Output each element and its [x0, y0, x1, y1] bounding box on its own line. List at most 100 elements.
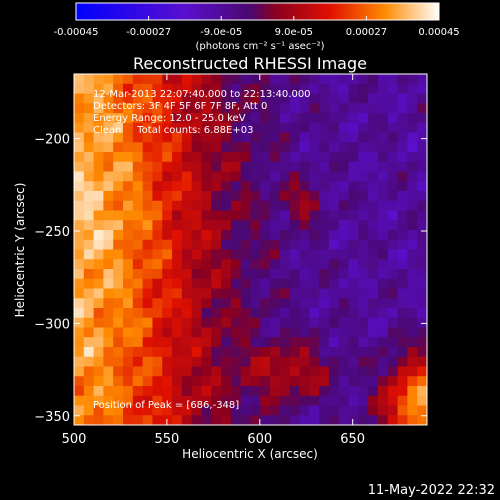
heatmap-cell	[162, 327, 173, 338]
heatmap-cell	[142, 122, 154, 134]
heatmap-cell	[132, 347, 144, 358]
heatmap-cell	[338, 152, 350, 163]
heatmap-cell	[230, 122, 242, 134]
heatmap-cell	[417, 191, 427, 202]
heatmap-cell	[240, 152, 252, 163]
heatmap-cell	[162, 395, 173, 407]
heatmap-cell	[191, 103, 203, 114]
heatmap-cell	[181, 405, 193, 416]
heatmap-cell	[270, 356, 281, 368]
heatmap-cell	[387, 239, 399, 251]
heatmap-cell	[368, 200, 379, 212]
heatmap-cell	[260, 415, 271, 425]
colorbar-tick-label: -9.0e-05	[200, 27, 242, 38]
heatmap-cell	[338, 288, 350, 299]
heatmap-cell	[348, 93, 359, 104]
heatmap-cell	[338, 405, 350, 416]
heatmap-cell	[240, 122, 252, 134]
heatmap-cell	[103, 93, 114, 104]
heatmap-cell	[260, 278, 271, 290]
heatmap-cell	[240, 405, 252, 416]
heatmap-cell	[113, 395, 124, 407]
heatmap-cell	[172, 83, 183, 95]
heatmap-cell	[172, 74, 183, 85]
heatmap-cell	[103, 113, 114, 124]
heatmap-cell	[377, 113, 389, 124]
heatmap-cell	[319, 152, 330, 163]
heatmap-cell	[289, 74, 301, 85]
heatmap-cell	[83, 269, 95, 280]
heatmap-cell	[279, 113, 291, 124]
heatmap-cell	[142, 249, 154, 260]
heatmap-cell	[211, 220, 222, 231]
heatmap-cell	[230, 142, 242, 153]
heatmap-cell	[191, 230, 203, 241]
heatmap-cell	[417, 210, 427, 221]
heatmap-cell	[348, 142, 359, 153]
heatmap-cell	[260, 210, 271, 221]
heatmap-cell	[201, 142, 212, 153]
heatmap-cell	[74, 386, 85, 397]
heatmap-cell	[368, 337, 379, 348]
heatmap-cell	[93, 113, 105, 124]
heatmap-cell	[83, 132, 95, 143]
heatmap-cell	[201, 386, 212, 397]
heatmap-cell	[368, 317, 379, 329]
colorbar-tick-label: 9.0e-05	[275, 27, 313, 38]
heatmap-cell	[299, 376, 310, 387]
heatmap-cell	[83, 191, 95, 202]
heatmap-cell	[299, 210, 310, 221]
heatmap-cell	[260, 366, 271, 377]
heatmap-cell	[172, 288, 183, 299]
heatmap-cell	[181, 200, 193, 212]
heatmap-cell	[250, 230, 261, 241]
heatmap-cell	[319, 230, 330, 241]
heatmap-cell	[103, 230, 114, 241]
heatmap-cell	[172, 152, 183, 163]
plot-frame	[73, 73, 428, 426]
heatmap-cell	[201, 83, 212, 95]
heatmap-cell	[123, 415, 134, 425]
heatmap-cell	[309, 405, 320, 416]
heatmap-cell	[132, 239, 144, 251]
heatmap-cell	[348, 191, 359, 202]
heatmap-cell	[172, 200, 183, 212]
heatmap-cell	[83, 317, 95, 329]
heatmap-cell	[270, 308, 281, 319]
heatmap-cell	[113, 122, 124, 134]
heatmap-cell	[211, 347, 222, 358]
heatmap-cell	[270, 278, 281, 290]
heatmap-cell	[103, 386, 114, 397]
heatmap-cell	[191, 298, 203, 309]
heatmap-cell	[230, 113, 242, 124]
heatmap-cell	[172, 249, 183, 260]
heatmap-cell	[358, 142, 369, 153]
heatmap-cell	[230, 171, 242, 182]
heatmap-cell	[181, 356, 193, 368]
heatmap-cell	[250, 317, 261, 329]
heatmap-cell	[377, 103, 389, 114]
heatmap-cell	[83, 161, 95, 173]
heatmap-cell	[270, 317, 281, 329]
heatmap-cell	[289, 308, 301, 319]
heatmap-cell	[407, 230, 418, 241]
heatmap-cell	[191, 415, 203, 425]
heatmap-cell	[74, 152, 85, 163]
heatmap-cell	[142, 366, 154, 377]
x-tick-label: 600	[247, 432, 272, 447]
heatmap-cell	[328, 239, 340, 251]
heatmap-cell	[162, 200, 173, 212]
heatmap-cell	[211, 83, 222, 95]
heatmap-cell	[103, 278, 114, 290]
y-axis-label: Heliocentric Y (arcsec)	[13, 183, 27, 318]
heatmap-cell	[93, 395, 105, 407]
heatmap-cell	[368, 308, 379, 319]
heatmap-cell	[191, 152, 203, 163]
heatmap-cell	[260, 269, 271, 280]
heatmap-cell	[201, 347, 212, 358]
heatmap-cell	[299, 239, 310, 251]
heatmap-cell	[397, 181, 408, 192]
heatmap-cell	[260, 122, 271, 134]
heatmap-cell	[103, 269, 114, 280]
heatmap-cell	[211, 308, 222, 319]
